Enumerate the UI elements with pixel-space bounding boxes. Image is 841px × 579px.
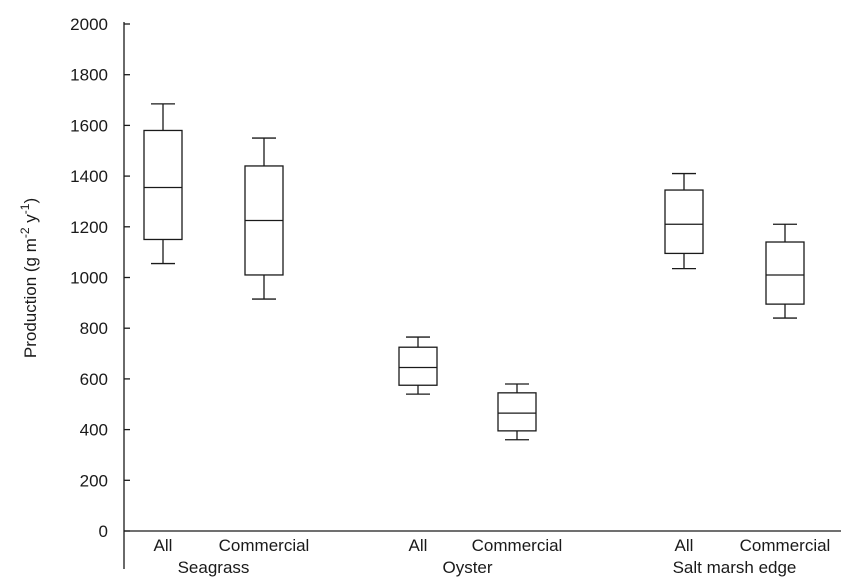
y-axis: 0 200 400 600 800 1000 1200 1400 1600 1800 2000 bbox=[70, 15, 130, 569]
y-tick-label: 1600 bbox=[70, 116, 108, 135]
group-seagrass bbox=[143, 103, 284, 300]
y-title-sup1: -2 bbox=[18, 227, 32, 238]
x-group-label: Seagrass bbox=[178, 558, 250, 577]
box-all bbox=[398, 336, 438, 395]
box-commercial bbox=[765, 223, 805, 319]
x-category-label: All bbox=[154, 536, 173, 555]
y-tick-label: 1000 bbox=[70, 269, 108, 288]
group-salt-marsh-edge bbox=[664, 172, 805, 319]
x-axis: All Commercial Seagrass All Commercial Oyster… bbox=[124, 530, 841, 577]
y-axis-title-text: Production (g m-2 y-1) bbox=[18, 198, 40, 358]
x-group-label: Oyster bbox=[442, 558, 492, 577]
box-commercial bbox=[497, 383, 537, 441]
iqr-box bbox=[765, 241, 805, 305]
group-oyster bbox=[398, 336, 537, 441]
x-category-label: Commercial bbox=[740, 536, 831, 555]
y-title-mid: y bbox=[21, 214, 40, 228]
iqr-box bbox=[398, 346, 438, 386]
x-category-label: Commercial bbox=[219, 536, 310, 555]
boxes bbox=[143, 103, 805, 441]
x-category-label: All bbox=[409, 536, 428, 555]
box-all bbox=[664, 172, 704, 270]
iqr-box bbox=[143, 129, 183, 241]
iqr-box bbox=[664, 189, 704, 255]
box-commercial bbox=[244, 137, 284, 300]
y-title-sup2: -1 bbox=[18, 203, 32, 214]
x-group-label: Salt marsh edge bbox=[673, 558, 797, 577]
y-tick-label: 200 bbox=[80, 471, 108, 490]
y-tick-label: 0 bbox=[99, 522, 108, 541]
y-tick-label: 1800 bbox=[70, 66, 108, 85]
y-tick-label: 1200 bbox=[70, 218, 108, 237]
x-category-label: Commercial bbox=[472, 536, 563, 555]
y-tick-label: 600 bbox=[80, 370, 108, 389]
y-tick-label: 2000 bbox=[70, 15, 108, 34]
y-tick-label: 800 bbox=[80, 319, 108, 338]
iqr-box bbox=[497, 392, 537, 432]
y-title-main: Production (g m bbox=[21, 238, 40, 358]
x-category-label: All bbox=[675, 536, 694, 555]
y-axis-title: Production (g m-2 y-1) bbox=[18, 198, 40, 358]
y-title-end: ) bbox=[21, 198, 40, 204]
y-tick-label: 1400 bbox=[70, 167, 108, 186]
y-tick-label: 400 bbox=[80, 421, 108, 440]
box-all bbox=[143, 103, 183, 265]
